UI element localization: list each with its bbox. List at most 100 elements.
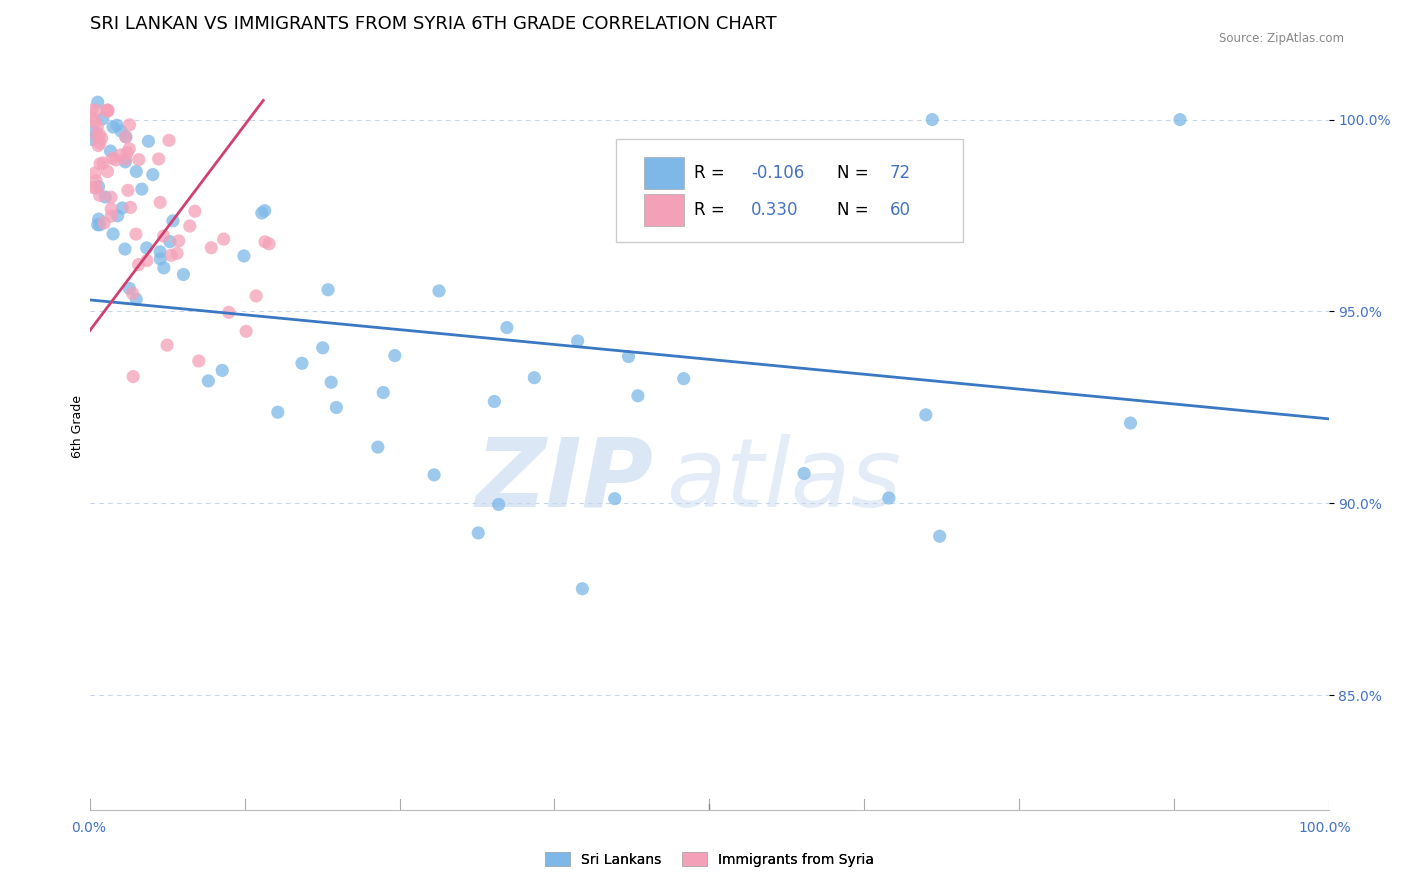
Point — [197, 374, 219, 388]
Point — [128, 258, 150, 272]
Point — [149, 252, 172, 266]
Point — [211, 363, 233, 377]
Point — [86, 95, 108, 110]
Point — [325, 401, 347, 415]
Point — [114, 152, 136, 166]
Point — [86, 120, 108, 134]
Point — [148, 152, 170, 166]
Point — [122, 369, 145, 384]
Point — [567, 334, 589, 348]
Point — [257, 236, 280, 251]
Point — [87, 138, 110, 153]
Legend: Sri Lankans, Immigrants from Syria: Sri Lankans, Immigrants from Syria — [538, 847, 879, 872]
Point — [156, 338, 179, 352]
Text: 0.0%: 0.0% — [72, 821, 105, 835]
Point — [82, 180, 104, 194]
Point — [125, 164, 148, 178]
Point — [427, 284, 450, 298]
Point — [172, 268, 194, 282]
FancyBboxPatch shape — [644, 194, 685, 226]
Point — [96, 103, 118, 117]
Point — [184, 204, 207, 219]
Point — [115, 145, 138, 160]
Point — [915, 408, 938, 422]
Point — [373, 385, 395, 400]
Point — [100, 202, 122, 216]
Text: R =: R = — [695, 164, 730, 182]
Text: N =: N = — [837, 164, 873, 182]
Point — [90, 131, 112, 145]
Point — [571, 582, 593, 596]
Point — [83, 166, 105, 180]
Point — [160, 248, 183, 262]
Point — [91, 156, 114, 170]
Point — [496, 320, 519, 334]
Point — [367, 440, 389, 454]
Point — [131, 182, 153, 196]
Point — [89, 188, 111, 202]
Point — [114, 130, 136, 145]
Point — [83, 124, 105, 138]
Point — [118, 281, 141, 295]
Point — [152, 229, 174, 244]
Point — [93, 216, 115, 230]
Point — [316, 283, 339, 297]
Point — [97, 164, 120, 178]
Point — [97, 103, 120, 118]
Point — [235, 324, 257, 338]
Point — [101, 227, 124, 241]
Point — [484, 394, 506, 409]
Point — [166, 246, 188, 260]
Point — [101, 152, 124, 166]
Point — [80, 103, 103, 117]
Point — [159, 235, 181, 249]
Point — [84, 181, 107, 195]
Point — [86, 128, 108, 143]
Point — [157, 133, 180, 147]
Y-axis label: 6th Grade: 6th Grade — [72, 395, 84, 458]
Point — [312, 341, 335, 355]
Text: atlas: atlas — [666, 434, 901, 526]
Point — [149, 244, 172, 259]
Point — [100, 190, 122, 204]
Point — [80, 111, 103, 125]
Point — [793, 467, 815, 481]
Point — [84, 174, 107, 188]
Point — [603, 491, 626, 506]
Point — [153, 260, 176, 275]
Point — [125, 227, 148, 241]
Point — [321, 376, 343, 390]
Point — [149, 195, 172, 210]
Point — [84, 114, 107, 128]
Point — [167, 234, 190, 248]
FancyBboxPatch shape — [644, 157, 685, 189]
Text: Source: ZipAtlas.com: Source: ZipAtlas.com — [1219, 32, 1344, 45]
Point — [245, 289, 267, 303]
Point — [267, 405, 290, 419]
Text: ZIP: ZIP — [475, 434, 654, 526]
Point — [107, 209, 129, 223]
Point — [120, 200, 142, 214]
Point — [110, 148, 132, 162]
Text: 72: 72 — [890, 164, 911, 182]
Point — [121, 286, 143, 301]
Point — [138, 134, 160, 148]
Point — [187, 354, 209, 368]
Text: 100.0%: 100.0% — [1298, 821, 1351, 835]
Point — [488, 498, 510, 512]
Point — [617, 350, 640, 364]
Point — [115, 129, 138, 144]
Point — [118, 118, 141, 132]
Point — [200, 241, 222, 255]
Text: 0.330: 0.330 — [751, 201, 799, 219]
Point — [218, 305, 240, 319]
Point — [1168, 112, 1191, 127]
Point — [100, 144, 122, 158]
Point — [135, 253, 157, 268]
Point — [877, 491, 900, 505]
Point — [87, 179, 110, 194]
Point — [89, 157, 111, 171]
Point — [89, 218, 111, 232]
Point — [212, 232, 235, 246]
Point — [253, 235, 276, 249]
